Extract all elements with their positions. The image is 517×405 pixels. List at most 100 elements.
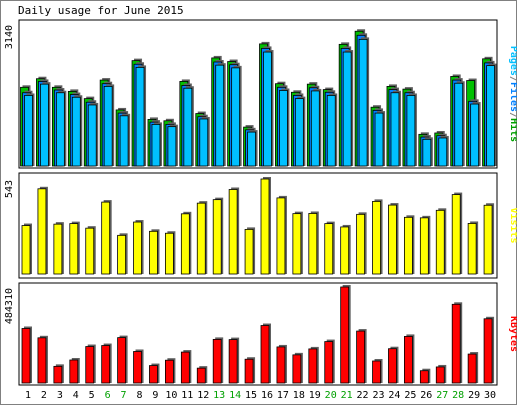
pages-bar — [470, 103, 480, 167]
day-label: 3 — [57, 390, 63, 401]
kbytes-bar — [212, 338, 222, 384]
visits-bar — [340, 226, 350, 275]
day-label: 28 — [452, 390, 464, 401]
kbytes-bar — [244, 358, 254, 384]
kbytes-panel: 484310 KBytes — [4, 282, 517, 386]
kbytes-bar — [372, 360, 381, 384]
visits-bar — [149, 230, 158, 275]
pages-bar — [342, 51, 352, 167]
visits-bar — [292, 213, 302, 275]
kbytes-bar — [435, 366, 445, 384]
visits-bar — [101, 201, 111, 275]
day-label: 19 — [309, 390, 321, 401]
day-label: 12 — [197, 390, 209, 401]
visits-bar — [133, 221, 142, 275]
kbytes-bar — [69, 359, 79, 384]
visits-bar — [180, 213, 190, 275]
visits-panel: 543 Visits — [4, 172, 517, 279]
visits-bar — [372, 200, 381, 275]
pages-bar — [87, 104, 97, 167]
kbytes-bar — [196, 367, 206, 384]
day-label: 18 — [293, 390, 305, 401]
pages-bar — [183, 87, 193, 167]
visits-bar — [356, 213, 366, 275]
y-axis-title-part: Hits — [508, 118, 517, 142]
y-axis-title: KBytes — [508, 316, 517, 352]
pages-bar — [103, 86, 113, 167]
y-axis-title: Pages/Files/Hits — [508, 46, 517, 142]
pages-bar — [358, 38, 368, 167]
y-max-label: 543 — [4, 180, 15, 198]
day-label: 16 — [261, 390, 273, 401]
pages-bar — [71, 96, 81, 167]
kbytes-bar — [117, 337, 126, 384]
visits-bar — [212, 199, 222, 275]
visits-bar — [276, 197, 286, 275]
y-axis-title-part: / — [508, 112, 517, 118]
pages-bar — [263, 51, 272, 167]
pages-bar — [454, 82, 464, 167]
kbytes-bar — [467, 353, 477, 384]
visits-bar — [244, 228, 254, 275]
pages-bar — [486, 65, 495, 167]
day-label: 21 — [341, 390, 353, 401]
plot-area — [18, 19, 498, 169]
kbytes-bar — [21, 328, 31, 384]
kbytes-bar — [37, 337, 47, 384]
kbytes-bar — [164, 359, 174, 384]
pages-bar — [247, 131, 256, 167]
day-label: 2 — [41, 390, 47, 401]
day-label: 30 — [484, 390, 496, 401]
pages-bar — [119, 115, 129, 167]
visits-bar — [196, 202, 206, 275]
day-label: 10 — [165, 390, 177, 401]
pages-bar — [326, 95, 336, 167]
day-label: 9 — [152, 390, 158, 401]
kbytes-bar — [260, 325, 270, 384]
day-label: 1 — [25, 390, 31, 401]
day-axis: 1 2 3 4 5 6 7 8 9 10 11 12 13 14 15 16 17 18 19 20 21 22 23 24 2… — [25, 390, 496, 401]
y-max-label: 3140 — [4, 25, 15, 49]
kbytes-bar — [101, 345, 111, 384]
day-label: 22 — [357, 390, 369, 401]
day-label: 25 — [404, 390, 416, 401]
kbytes-bar — [403, 336, 413, 384]
pages-bar — [231, 67, 241, 167]
day-label: 23 — [372, 390, 384, 401]
kbytes-bar — [308, 348, 318, 384]
y-axis-title-part: Files — [508, 82, 517, 112]
visits-bar — [37, 188, 47, 275]
y-axis-title-part: Visits — [508, 207, 517, 243]
kbytes-bar — [133, 351, 142, 384]
visits-bar — [403, 216, 413, 275]
y-axis-title-part: Pages — [508, 46, 517, 76]
day-label: 17 — [277, 390, 289, 401]
day-label: 13 — [213, 390, 225, 401]
visits-bar — [308, 213, 318, 275]
kbytes-bar — [149, 365, 158, 384]
day-label: 11 — [181, 390, 193, 401]
kbytes-bar — [340, 286, 350, 384]
pages-bar — [294, 98, 304, 167]
kbytes-bar — [53, 365, 63, 384]
day-label: 20 — [325, 390, 337, 401]
day-label: 6 — [105, 390, 111, 401]
pages-bar — [151, 123, 161, 167]
visits-bar — [419, 217, 429, 275]
day-label: 29 — [468, 390, 480, 401]
visits-bar — [228, 189, 238, 275]
pages-bar — [310, 90, 320, 167]
kbytes-bar — [292, 354, 302, 384]
visits-bar — [164, 232, 174, 275]
visits-bar — [435, 209, 445, 275]
y-axis-title-part: / — [508, 76, 517, 82]
kbytes-bar — [419, 370, 429, 384]
day-label: 4 — [73, 390, 79, 401]
day-label: 24 — [388, 390, 400, 401]
visits-bar — [53, 223, 63, 275]
pages-bar — [438, 137, 448, 167]
pages-bar — [40, 83, 49, 167]
kbytes-bar — [451, 303, 461, 384]
